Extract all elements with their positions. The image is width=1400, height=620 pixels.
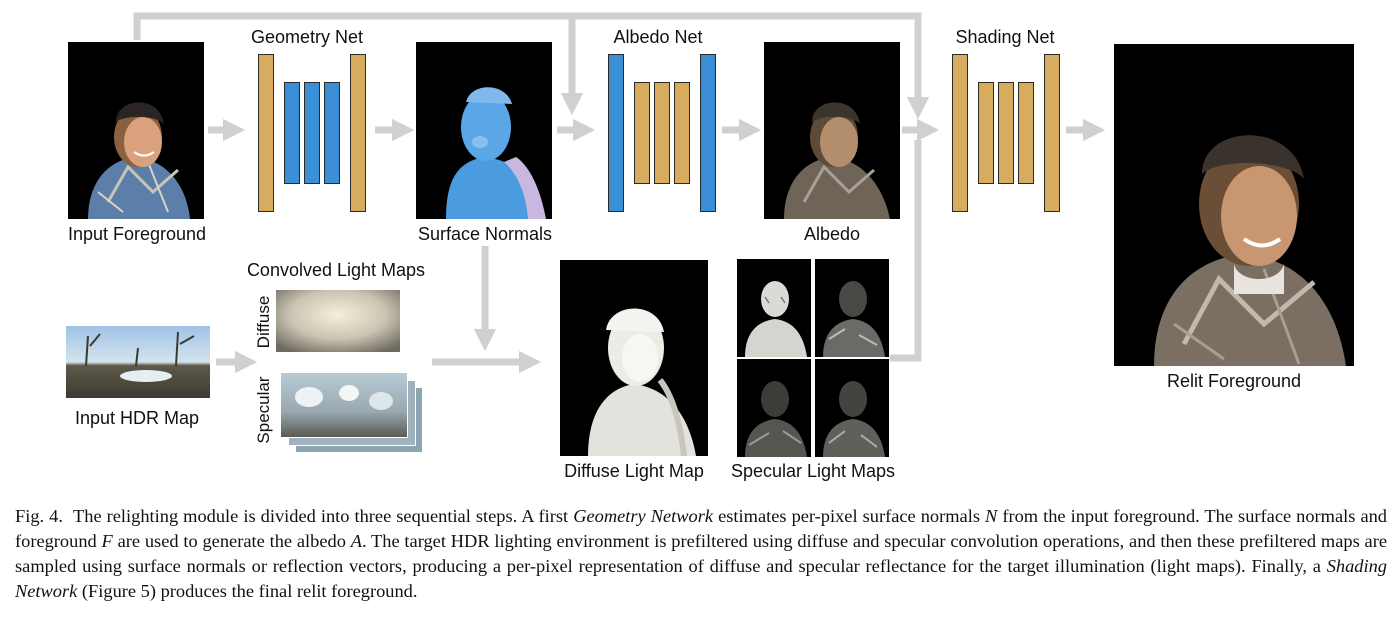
specular-light-maps-grid: [736, 258, 890, 458]
input-foreground-label: Input Foreground: [67, 224, 207, 244]
caption-text-6: (Figure 5) produces the final relit fore…: [77, 581, 418, 601]
caption-shading-network: Shading Network: [15, 556, 1387, 601]
geometry-net-decoder-layer: [350, 54, 366, 212]
geometry-net-layer-2: [304, 82, 320, 184]
albedo-net-layer-2: [654, 82, 670, 184]
caption-var-f: F: [101, 531, 113, 551]
geometry-net-label: Geometry Net: [250, 27, 364, 47]
diffuse-label: Diffuse: [254, 295, 273, 349]
diffuse-light-map-image: [560, 260, 708, 456]
diffuse-light-map-label: Diffuse Light Map: [564, 461, 704, 481]
surface-normals-label: Surface Normals: [417, 224, 553, 244]
albedo-image: [764, 42, 900, 219]
surface-normals-image: [416, 42, 552, 219]
connector-arrows: [133, 12, 1106, 374]
input-foreground-image: [68, 42, 204, 219]
shading-net-layer-2: [998, 82, 1014, 184]
albedo-net-label: Albedo Net: [613, 27, 703, 47]
caption-geometry-network: Geometry Network: [573, 506, 714, 526]
geometry-net-layer-1: [284, 82, 300, 184]
caption-text-3: from the input foreground. The surface n…: [15, 506, 1387, 551]
input-hdr-map-image: [66, 326, 210, 398]
albedo-net-encoder-layer: [608, 54, 624, 212]
convolved-light-maps-label: Convolved Light Maps: [246, 260, 426, 280]
shading-net-layer-1: [978, 82, 994, 184]
albedo-net-decoder-layer: [700, 54, 716, 212]
shading-net-label: Shading Net: [955, 27, 1055, 47]
geometry-net-encoder-layer: [258, 54, 274, 212]
relighting-diagram: Input Foreground Geometry Net Surface No…: [66, 12, 1354, 481]
specular-light-map-3: [736, 358, 812, 458]
arrow-specular-to-shading: [890, 140, 922, 362]
albedo-net-layer-1: [634, 82, 650, 184]
albedo-label: Albedo: [803, 224, 861, 244]
skip-connection-arrow: [133, 12, 930, 120]
specular-light-map-2: [814, 258, 890, 358]
specular-map-1: [280, 372, 408, 438]
geometry-net-layer-3: [324, 82, 340, 184]
diffuse-convolved-map: [276, 290, 400, 352]
relit-foreground-label: Relit Foreground: [1166, 371, 1302, 391]
caption-var-a: A: [350, 531, 362, 551]
caption-text-1: The relighting module is divided into th…: [73, 506, 574, 526]
caption-fig-label: Fig. 4.: [15, 506, 63, 526]
albedo-net-layer-3: [674, 82, 690, 184]
shading-net-layer-3: [1018, 82, 1034, 184]
caption-var-n: N: [985, 506, 998, 526]
shading-net-decoder-layer: [1044, 54, 1060, 212]
specular-label: Specular: [254, 376, 273, 444]
specular-light-map-1: [736, 258, 812, 358]
specular-light-maps-label: Specular Light Maps: [730, 461, 896, 481]
caption-text-2: estimates per-pixel surface normals: [713, 506, 986, 526]
caption-text-4: are used to generate the albedo: [112, 531, 351, 551]
relit-foreground-image: [1114, 44, 1354, 366]
input-hdr-map-label: Input HDR Map: [74, 408, 200, 428]
specular-light-map-4: [814, 358, 890, 458]
caption-text-5: . The target HDR lighting environment is…: [15, 531, 1387, 576]
figure-caption: Fig. 4. The relighting module is divided…: [15, 504, 1387, 604]
shading-net-encoder-layer: [952, 54, 968, 212]
